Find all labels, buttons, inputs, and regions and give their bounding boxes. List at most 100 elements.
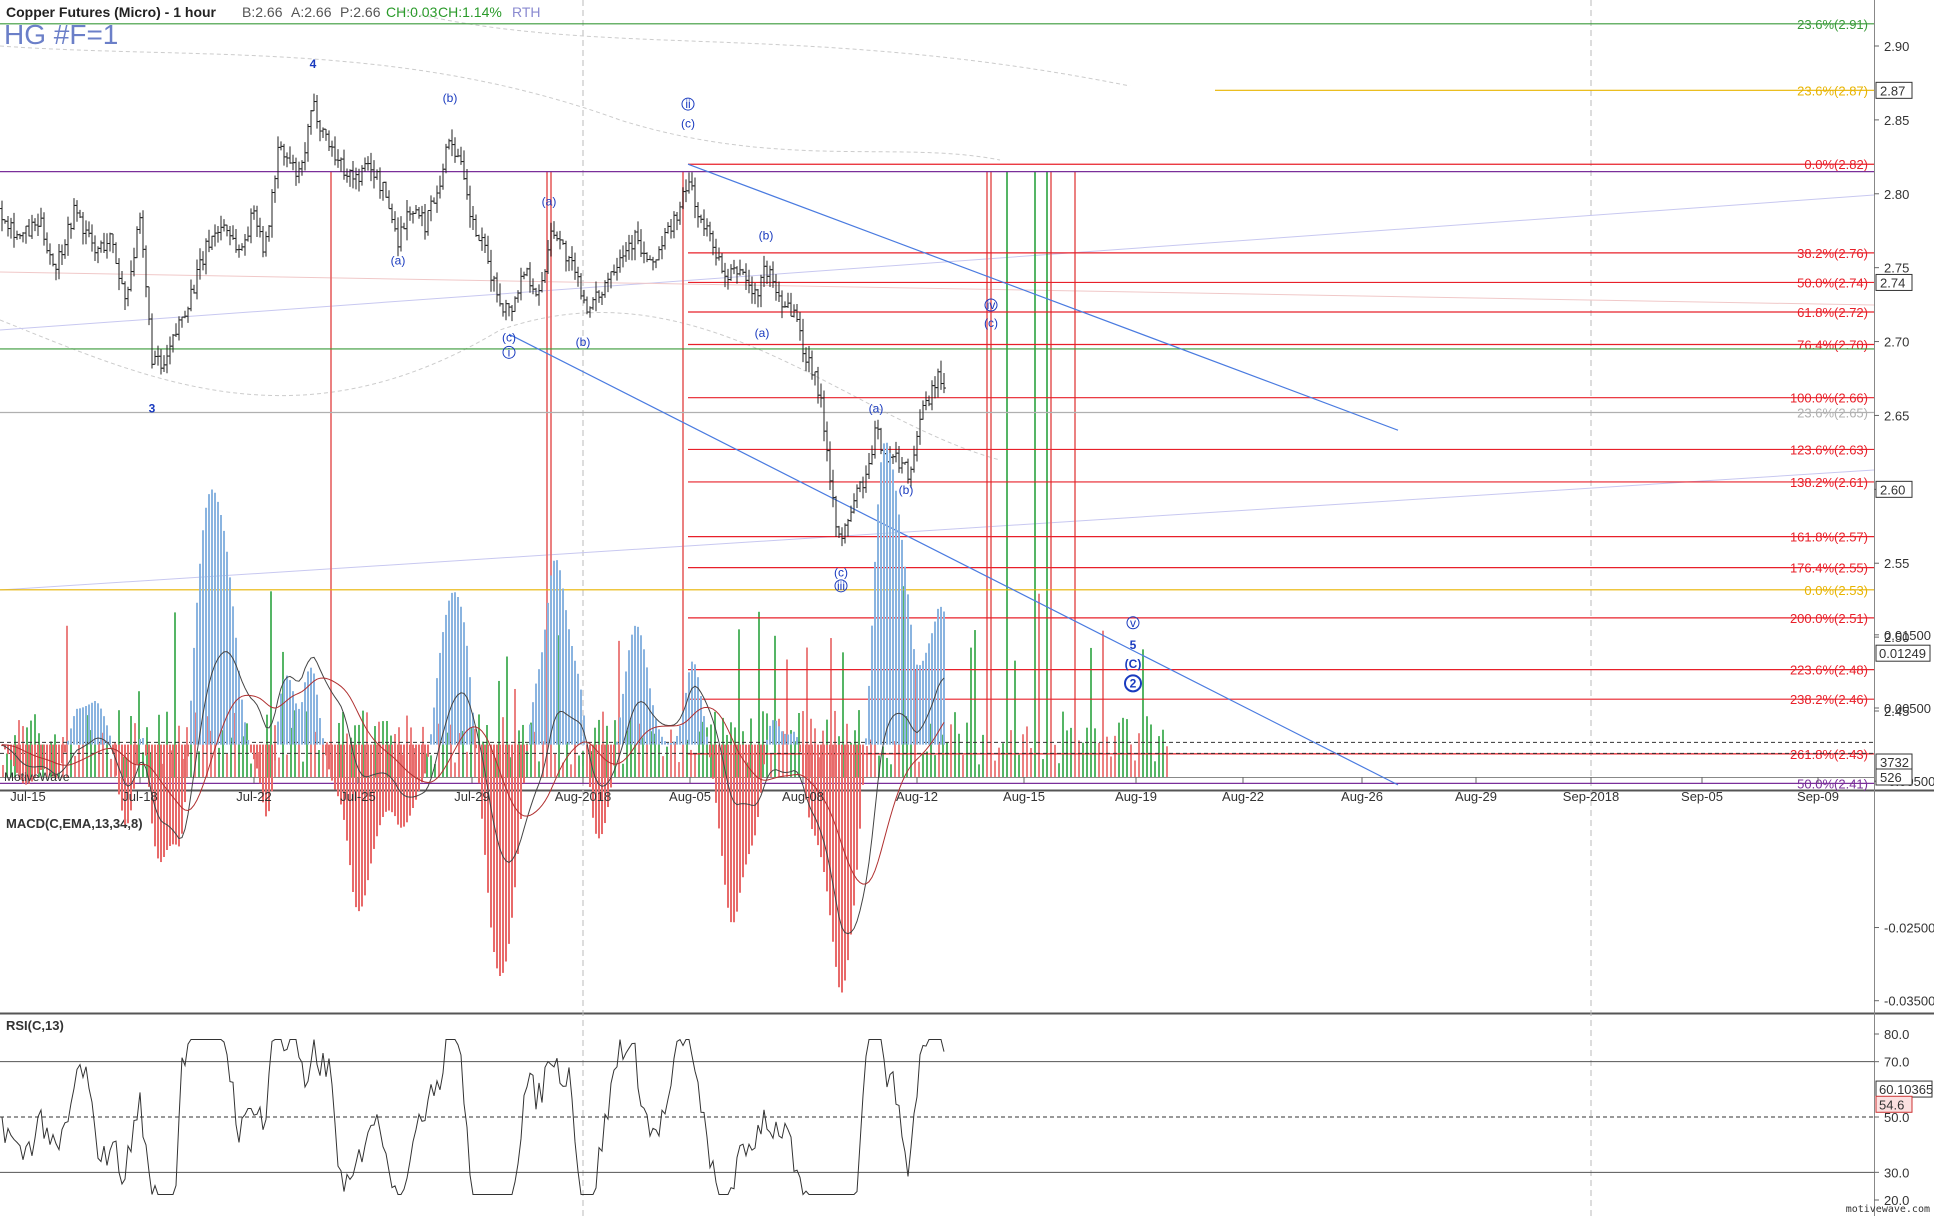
volume-bar bbox=[1078, 740, 1080, 777]
ask-readout: A:2.66 bbox=[291, 4, 332, 20]
volume-bar bbox=[1134, 760, 1136, 777]
volume-bar bbox=[802, 711, 804, 777]
volume-bar bbox=[446, 732, 448, 777]
volume-bar bbox=[1058, 763, 1060, 777]
rsi-y-label: 30.0 bbox=[1884, 1165, 1909, 1180]
outer-envelope bbox=[399, 9, 1131, 87]
volume-bar bbox=[770, 754, 772, 777]
volume-bar bbox=[706, 727, 708, 777]
x-tick-label: Jul-18 bbox=[122, 789, 157, 804]
x-tick-label: Aug-05 bbox=[669, 789, 711, 804]
volume-bar bbox=[362, 710, 364, 777]
volume-bar bbox=[118, 710, 120, 777]
price-tag-label: 526 bbox=[1880, 770, 1902, 785]
volume-bar bbox=[514, 688, 516, 777]
volume-bar bbox=[618, 640, 620, 777]
volume-bar bbox=[66, 625, 68, 777]
volume-bar bbox=[778, 718, 780, 777]
wave-label: 4 bbox=[310, 57, 317, 71]
wave-label: (b) bbox=[759, 229, 774, 243]
volume-bar bbox=[786, 659, 788, 777]
volume-bar bbox=[1106, 736, 1108, 777]
volume-bar bbox=[586, 747, 588, 777]
fib-level-label: 238.2%(2.46) bbox=[1790, 692, 1868, 707]
symbol-label: HG #F=1 bbox=[4, 19, 118, 50]
x-tick-label: Aug-19 bbox=[1115, 789, 1157, 804]
fib-level-label: 161.8%(2.57) bbox=[1790, 530, 1868, 545]
volume-bar bbox=[230, 737, 232, 777]
volume-bar bbox=[246, 723, 248, 777]
upper-envelope bbox=[0, 45, 1001, 161]
volume-bar bbox=[1062, 711, 1064, 777]
volume-bar bbox=[570, 764, 572, 777]
wave-label: (b) bbox=[443, 91, 458, 105]
volume-bar bbox=[666, 746, 668, 777]
volume-bar bbox=[774, 635, 776, 777]
volume-bar bbox=[766, 713, 768, 777]
macd-value-label: 0.01249 bbox=[1879, 646, 1926, 661]
volume-bar bbox=[458, 733, 460, 777]
volume-bar bbox=[250, 763, 252, 777]
volume-bar bbox=[222, 730, 224, 777]
price-tag-label: 2.60 bbox=[1880, 482, 1905, 497]
change-readout: CH:0.03 bbox=[386, 4, 438, 20]
volume-bar bbox=[582, 751, 584, 777]
volume-bar bbox=[538, 761, 540, 777]
rsi-value-label: 60.10365 bbox=[1879, 1082, 1933, 1097]
fib-level-label: 0.0%(2.82) bbox=[1804, 157, 1868, 172]
volume-bar bbox=[550, 171, 552, 777]
fib-level-label: 23.6%(2.65) bbox=[1797, 405, 1868, 420]
volume-bar bbox=[554, 753, 556, 777]
fib-level-label: 76.4%(2.70) bbox=[1797, 338, 1868, 353]
volume-bar bbox=[1054, 744, 1056, 777]
volume-bar bbox=[910, 718, 912, 777]
volume-bar bbox=[934, 755, 936, 777]
fib-level-label: 0.0%(2.53) bbox=[1804, 583, 1868, 598]
volume-bar bbox=[434, 764, 436, 777]
wave-label: i bbox=[508, 345, 511, 359]
volume-bar bbox=[1022, 734, 1024, 777]
wave-circle bbox=[681, 97, 695, 111]
volume-bar bbox=[938, 742, 940, 777]
x-tick-label: Aug-26 bbox=[1341, 789, 1383, 804]
volume-bar bbox=[942, 734, 944, 777]
volume-bar bbox=[534, 731, 536, 777]
volume-bar bbox=[882, 746, 884, 777]
volume-bar bbox=[894, 741, 896, 777]
rsi-y-label: 50.0 bbox=[1884, 1110, 1909, 1125]
x-tick-label: Jul-25 bbox=[340, 789, 375, 804]
axes: Jul-15 Jul-18 Jul-22 Jul-25 Jul-29 Aug-2018 Au… bbox=[10, 39, 1913, 804]
rsi-panel: RSI(C,13) 80.0 70.0 50.0 30.0 20.0 60.1036554.… bbox=[0, 1018, 1933, 1208]
macd-title: MACD(C,EMA,13,34,8) bbox=[6, 816, 143, 831]
volume-bar bbox=[166, 711, 168, 777]
volume-bar bbox=[1130, 744, 1132, 777]
volume-bar bbox=[94, 737, 96, 777]
volume-bar bbox=[242, 736, 244, 777]
volume-bar bbox=[218, 747, 220, 777]
volume-bar bbox=[70, 728, 72, 777]
volume-bar bbox=[530, 722, 532, 777]
y-tick-label: 2.80 bbox=[1884, 187, 1909, 202]
volume-bar bbox=[638, 723, 640, 777]
volume-bar bbox=[430, 755, 432, 777]
volume-bar bbox=[194, 712, 196, 777]
x-tick-label: Aug-08 bbox=[782, 789, 824, 804]
x-tick-label: Sep-2018 bbox=[1563, 789, 1619, 804]
long-trend-line bbox=[0, 271, 1875, 306]
price-tag-box bbox=[1875, 81, 1913, 99]
volume-bar bbox=[74, 755, 76, 777]
rsi-y-label: 20.0 bbox=[1884, 1193, 1909, 1208]
x-tick-label: Aug-22 bbox=[1222, 789, 1264, 804]
wave-label: (c) bbox=[984, 316, 998, 330]
grid-lines bbox=[582, 0, 1592, 1216]
chart-title: Copper Futures (Micro) - 1 hour bbox=[6, 4, 217, 20]
volume-bar bbox=[1034, 171, 1036, 777]
volume-bar bbox=[1006, 171, 1008, 777]
volume-bar bbox=[994, 760, 996, 777]
wave-label: (a) bbox=[755, 326, 770, 340]
fib-level-label: 61.8%(2.72) bbox=[1797, 305, 1868, 320]
rsi-signal-label: 54.6 bbox=[1879, 1097, 1904, 1112]
volume-bar bbox=[918, 761, 920, 777]
volume-bar bbox=[878, 755, 880, 777]
